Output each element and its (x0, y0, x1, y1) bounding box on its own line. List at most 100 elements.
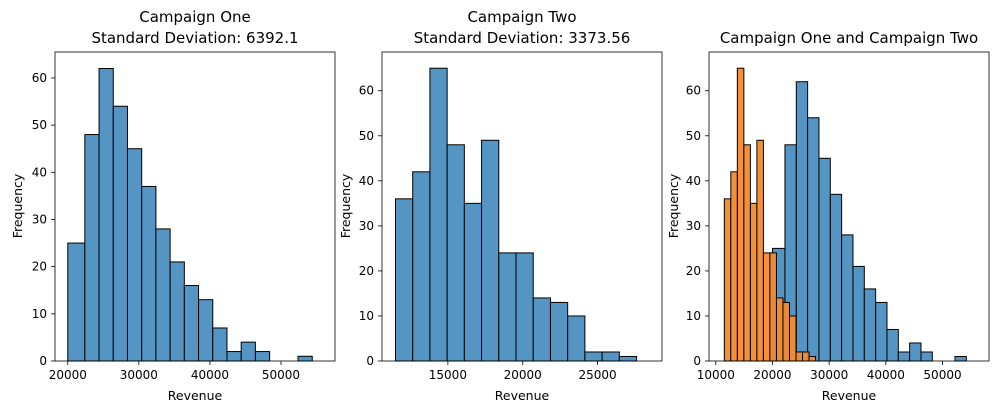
histogram-bar (736, 67, 745, 362)
y-tick-label: 40 (359, 174, 374, 188)
y-tick-label: 10 (32, 307, 47, 321)
histogram-bar (126, 148, 143, 362)
histogram-bar (743, 144, 751, 362)
histogram-bar (84, 134, 100, 362)
histogram-bar (749, 202, 758, 362)
histogram-bar (863, 288, 877, 362)
y-ticks: 0 10 20 30 40 50 60 (359, 84, 382, 368)
histogram-bar (920, 351, 933, 362)
chart-title-line-1: Campaign One (139, 8, 251, 26)
histogram-bar (875, 301, 888, 362)
histogram-bar (226, 351, 242, 362)
chart-title: Campaign One and Campaign Two (720, 29, 978, 47)
y-tick-label: 40 (686, 174, 701, 188)
y-tick-label: 10 (686, 309, 701, 323)
histogram-bar (808, 356, 817, 362)
histogram-bar (723, 198, 732, 362)
chart-title-line-2: Standard Deviation: 3373.56 (414, 29, 631, 47)
y-tick-label: 50 (359, 129, 374, 143)
histogram-bar (254, 351, 271, 362)
histogram-combined: Campaign One and Campaign Two 10000 20000… (666, 29, 990, 403)
y-tick-label: 20 (359, 264, 374, 278)
y-ticks: 0 10 20 30 40 50 60 (686, 84, 709, 368)
histogram-bar (775, 297, 784, 362)
histogram-bar (756, 139, 764, 362)
x-axis-label: Revenue (822, 388, 877, 403)
x-tick-label: 40000 (191, 368, 229, 382)
y-axis-label: Frequency (338, 173, 353, 238)
histogram-bar (954, 356, 967, 362)
x-tick-label: 15000 (429, 368, 467, 382)
bar-group (394, 67, 638, 362)
bar-group (723, 67, 967, 362)
x-tick-label: 30000 (810, 368, 848, 382)
y-tick-label: 50 (686, 129, 701, 143)
histogram-bar (141, 185, 157, 362)
histogram-bar (297, 355, 313, 362)
histogram-bar (394, 198, 414, 362)
x-ticks: 20000 30000 40000 50000 (49, 361, 300, 382)
histogram-bar (886, 328, 899, 362)
x-axis-label: Revenue (495, 388, 550, 403)
histogram-bar (795, 351, 804, 362)
y-tick-label: 20 (686, 264, 701, 278)
x-tick-label: 40000 (867, 368, 905, 382)
histogram-bar (498, 252, 517, 362)
y-tick-label: 60 (686, 84, 701, 98)
y-tick-label: 20 (32, 260, 47, 274)
histogram-bar (112, 105, 128, 362)
y-axis-label: Frequency (666, 173, 681, 238)
x-ticks: 10000 20000 30000 40000 50000 (697, 361, 962, 382)
x-tick-label: 10000 (697, 368, 735, 382)
x-tick-label: 25000 (579, 368, 617, 382)
histogram-bar (769, 252, 777, 362)
histogram-bar (852, 265, 865, 362)
axes-frame (54, 51, 336, 362)
histogram-bar (762, 252, 771, 362)
y-tick-label: 0 (39, 354, 47, 368)
histogram-bar (567, 315, 586, 362)
histogram-bar (807, 117, 820, 362)
histogram-bar (802, 351, 810, 362)
histogram-bar (782, 301, 790, 362)
histogram-bar (169, 261, 185, 362)
histogram-bar (584, 351, 603, 362)
y-tick-label: 0 (693, 354, 701, 368)
histogram-campaign-two: Campaign Two Standard Deviation: 3373.56… (338, 8, 663, 403)
histogram-bar (818, 157, 831, 362)
y-tick-label: 10 (359, 309, 374, 323)
y-ticks: 0 10 20 30 40 50 60 (32, 71, 55, 368)
chart-title-line-1: Campaign Two (467, 8, 576, 26)
y-tick-label: 50 (32, 118, 47, 132)
histogram-campaign-one: Campaign One Standard Deviation: 6392.1 … (10, 8, 336, 403)
histogram-bar (549, 301, 569, 362)
histogram-bar (730, 171, 738, 362)
x-tick-label: 20000 (504, 368, 542, 382)
histogram-bar (481, 139, 500, 362)
x-tick-label: 20000 (49, 368, 87, 382)
y-tick-label: 60 (32, 71, 47, 85)
histogram-bar (897, 351, 911, 362)
histogram-bar (515, 252, 534, 362)
y-tick-label: 60 (359, 84, 374, 98)
bar-group (67, 68, 313, 362)
histogram-bar (532, 297, 551, 362)
histogram-bar (601, 351, 620, 362)
chart-title-line-2: Standard Deviation: 6392.1 (91, 29, 298, 47)
histogram-bar (829, 193, 843, 362)
histogram-bar (795, 81, 809, 362)
y-axis-label: Frequency (10, 173, 25, 238)
x-tick-label: 50000 (262, 368, 300, 382)
y-tick-label: 30 (359, 219, 374, 233)
histogram-bar (98, 68, 114, 362)
y-tick-label: 40 (32, 165, 47, 179)
histogram-bar (212, 327, 228, 362)
histogram-bar (463, 202, 483, 362)
histogram-bar (841, 234, 854, 362)
axes-frame (708, 51, 990, 362)
y-tick-label: 30 (686, 219, 701, 233)
histogram-bar (198, 299, 214, 362)
histogram-bar (909, 342, 922, 362)
histogram-bar (618, 356, 638, 362)
